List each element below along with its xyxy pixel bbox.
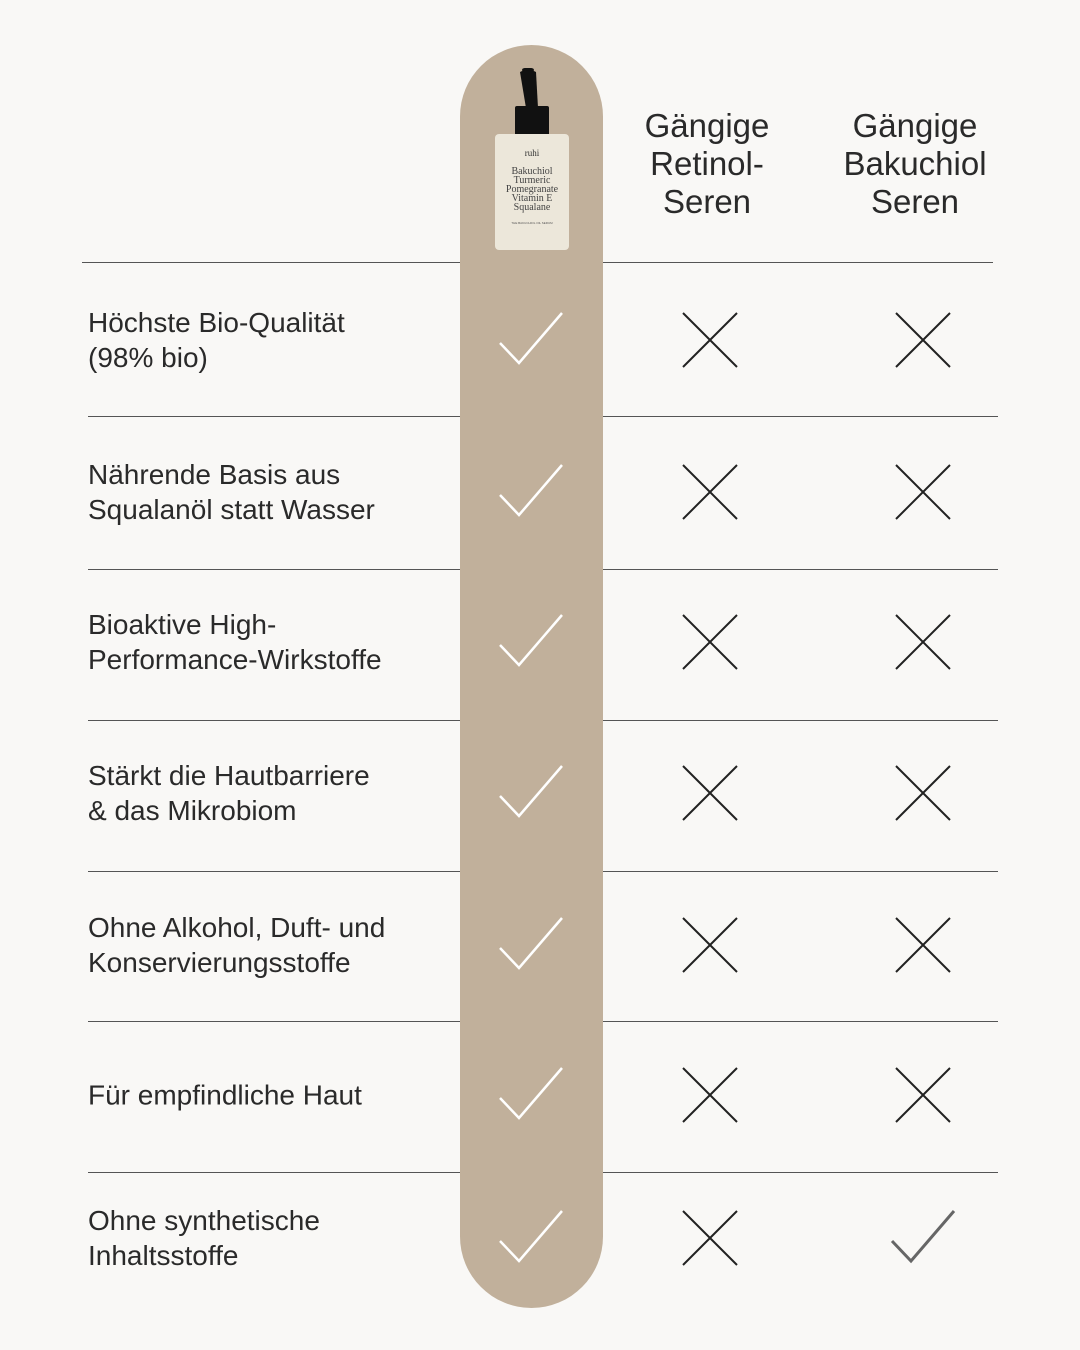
cross-icon [895, 464, 951, 520]
row-label-line: Inhaltsstoffe [88, 1240, 239, 1271]
cross-icon [895, 614, 951, 670]
check-icon [499, 765, 563, 818]
highlight-column [460, 45, 603, 1308]
cross-icon [682, 765, 738, 821]
label-line: Squalane [514, 202, 551, 213]
check-icon [499, 614, 563, 667]
row-divider [88, 871, 460, 872]
row-divider [82, 262, 460, 263]
row-label-line: & das Mikrobiom [88, 795, 297, 826]
row-divider [88, 1172, 460, 1173]
row-divider [603, 262, 993, 263]
row-label: Für empfindliche Haut [88, 1078, 448, 1113]
row-divider [603, 1021, 998, 1022]
cross-icon [895, 765, 951, 821]
label-line: Turmeric [514, 175, 551, 186]
brand-label: ruhi [525, 148, 540, 158]
row-label-line: (98% bio) [88, 342, 208, 373]
cross-icon [682, 1210, 738, 1266]
row-divider [603, 871, 998, 872]
row-divider [603, 416, 998, 417]
cross-icon [895, 917, 951, 973]
row-label: Ohne synthetische Inhaltsstoffe [88, 1203, 448, 1273]
row-label-line: Nährende Basis aus [88, 459, 341, 490]
cross-icon [682, 917, 738, 973]
row-label-line: Höchste Bio-Qualität [88, 307, 345, 338]
row-label-line: Squalanöl statt Wasser [88, 494, 375, 525]
label-line: Bakuchiol [511, 166, 552, 177]
row-divider [88, 569, 460, 570]
header-line: Seren [662, 183, 752, 220]
row-divider [88, 1021, 460, 1022]
check-icon [499, 1210, 563, 1263]
cross-icon [895, 312, 951, 368]
header-line: Gängige [644, 107, 770, 144]
row-label-line: Konservierungsstoffe [88, 947, 351, 978]
header-retinol: Gängige Retinol- Seren [607, 107, 807, 221]
cross-icon [682, 1067, 738, 1123]
row-divider [603, 720, 998, 721]
row-label: Bioaktive High- Performance-Wirkstoffe [88, 607, 448, 677]
row-label: Nährende Basis aus Squalanöl statt Wasser [88, 457, 448, 527]
row-divider [603, 569, 998, 570]
row-label-line: Bioaktive High- [88, 609, 277, 640]
label-subtitle: THE BAKUCHIOL OIL SERUM [511, 221, 553, 225]
check-icon [890, 1210, 956, 1264]
header-line: Gängige [852, 107, 978, 144]
cross-icon [682, 312, 738, 368]
header-line: Seren [870, 183, 960, 220]
check-icon [499, 1067, 563, 1120]
row-divider [88, 720, 460, 721]
label-line: Pomegranate [506, 184, 559, 195]
row-label-line: Ohne Alkohol, Duft- und [88, 912, 386, 943]
check-icon [499, 312, 563, 365]
row-label-line: Performance-Wirkstoffe [88, 644, 382, 675]
product-bottle-image: ruhi Bakuchiol Turmeric Pomegranate Vita… [495, 68, 569, 250]
check-icon [499, 464, 563, 517]
cross-icon [895, 1067, 951, 1123]
header-line: Bakuchiol [843, 145, 987, 182]
row-divider [603, 1172, 998, 1173]
row-divider [88, 416, 460, 417]
row-label: Ohne Alkohol, Duft- und Konservierungssto… [88, 910, 448, 980]
label-line: Vitamin E [512, 193, 553, 204]
row-label-line: Für empfindliche Haut [88, 1079, 362, 1111]
cross-icon [682, 464, 738, 520]
header-line: Retinol- [650, 145, 764, 182]
row-label: Höchste Bio-Qualität (98% bio) [88, 305, 448, 375]
row-label: Stärkt die Hautbarriere & das Mikrobiom [88, 758, 448, 828]
header-bakuchiol: Gängige Bakuchiol Seren [815, 107, 1015, 221]
check-icon [499, 917, 563, 970]
cross-icon [682, 614, 738, 670]
row-label-line: Ohne synthetische [88, 1205, 320, 1236]
row-label-line: Stärkt die Hautbarriere [88, 760, 370, 791]
